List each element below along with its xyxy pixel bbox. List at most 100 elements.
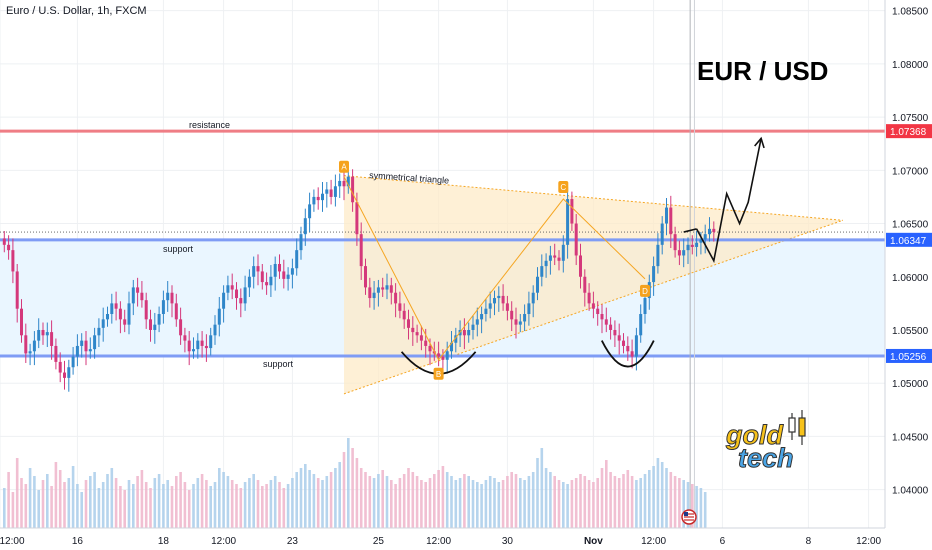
volume-bar bbox=[605, 460, 608, 528]
candle-body bbox=[527, 303, 531, 315]
volume-bar bbox=[437, 470, 440, 528]
candle-body bbox=[708, 228, 711, 235]
time-tick-label: 12:00 bbox=[211, 536, 236, 547]
flag-icon bbox=[681, 509, 697, 525]
candle-body bbox=[462, 329, 466, 336]
candle-body bbox=[239, 298, 243, 304]
resistance-text: resistance bbox=[189, 120, 230, 130]
volume-bar bbox=[531, 472, 535, 528]
candle-body bbox=[75, 345, 79, 357]
volume-bar bbox=[364, 472, 367, 528]
candle-body bbox=[690, 244, 694, 247]
volume-bar bbox=[450, 476, 453, 528]
candle-body bbox=[153, 324, 157, 330]
volume-bar bbox=[544, 468, 548, 528]
volume-bar bbox=[622, 474, 625, 528]
volume-bar bbox=[643, 474, 647, 528]
projection-path bbox=[683, 136, 765, 264]
candle-body bbox=[407, 319, 410, 328]
volume-bar bbox=[3, 488, 6, 528]
volume-bar bbox=[278, 482, 281, 528]
volume-bar bbox=[673, 476, 677, 528]
candle-body bbox=[364, 266, 367, 288]
volume-bar bbox=[420, 480, 423, 528]
candle-body bbox=[144, 300, 148, 320]
volume-bar bbox=[381, 470, 384, 528]
candle-body bbox=[303, 218, 307, 235]
candle-body bbox=[454, 335, 458, 343]
price-levels: 1.07368 1.06347 1.05256 bbox=[0, 0, 932, 528]
candle-body bbox=[299, 234, 303, 251]
volume-bar bbox=[398, 478, 402, 528]
candle-body bbox=[415, 332, 419, 336]
candle-body bbox=[20, 308, 23, 336]
candle-body bbox=[570, 199, 574, 224]
projection-arrowhead bbox=[754, 136, 765, 149]
candle-body bbox=[97, 327, 101, 336]
candle-body bbox=[157, 314, 161, 325]
candle-body bbox=[24, 335, 28, 354]
candle-body bbox=[209, 335, 213, 349]
candle-body bbox=[346, 176, 350, 187]
volume-bar bbox=[669, 472, 673, 528]
volume-bar bbox=[265, 484, 268, 528]
point-marker-B bbox=[433, 367, 444, 380]
volume-bar bbox=[15, 458, 19, 528]
volume-bar bbox=[308, 470, 311, 528]
volume-bar bbox=[33, 476, 36, 528]
triangle-upper-edge bbox=[343, 175, 843, 221]
candle-body bbox=[497, 295, 501, 299]
volume-bar bbox=[678, 478, 681, 528]
candle-body bbox=[118, 308, 122, 320]
volume-bar bbox=[304, 464, 307, 528]
candle-body bbox=[394, 292, 398, 304]
volume-bar bbox=[149, 488, 152, 528]
candle-body bbox=[316, 196, 320, 201]
price-axis[interactable]: 1.08500 1.08000 1.07500 1.07000 1.06500 1.060… bbox=[884, 0, 929, 528]
candle-body bbox=[634, 335, 638, 357]
volume-bar bbox=[226, 476, 230, 528]
volume-bar bbox=[501, 480, 505, 528]
volume-bar bbox=[140, 470, 144, 528]
volume-bar bbox=[570, 480, 574, 528]
volume-bar bbox=[101, 482, 105, 528]
volume-bar bbox=[441, 466, 445, 528]
candle-body bbox=[626, 345, 630, 352]
volume-bar bbox=[579, 474, 582, 528]
volume-bar bbox=[390, 480, 393, 528]
projection-line bbox=[695, 138, 762, 264]
volume-bar bbox=[153, 478, 157, 528]
candle-body bbox=[192, 349, 195, 352]
time-tick-label: 12:00 bbox=[0, 536, 25, 547]
volume-bar bbox=[635, 480, 638, 528]
price-tick-label: 1.07000 bbox=[892, 166, 929, 177]
volume-bar bbox=[325, 476, 329, 528]
candle-body bbox=[419, 335, 423, 341]
volume-bar bbox=[660, 462, 664, 528]
candle-body bbox=[376, 287, 380, 293]
candle-body bbox=[222, 292, 226, 309]
volume-bar bbox=[359, 468, 363, 528]
candle-body bbox=[88, 349, 92, 352]
candle-body bbox=[613, 329, 617, 336]
point-marker-C bbox=[558, 181, 569, 194]
time-tick-label: 25 bbox=[373, 536, 385, 547]
volume-bar bbox=[97, 488, 101, 528]
candle-body bbox=[643, 298, 647, 315]
time-axis[interactable]: 12:00 16 18 12:00 23 25 12:00 30 Nov 12:00 6 8 12:00 bbox=[0, 527, 885, 547]
candle-body bbox=[131, 287, 135, 304]
time-tick-label: 23 bbox=[287, 536, 299, 547]
volume-bar bbox=[136, 476, 139, 528]
candle-body bbox=[510, 310, 514, 320]
candle-body bbox=[471, 324, 475, 330]
volume-bar bbox=[342, 452, 346, 528]
volume-bar bbox=[67, 478, 71, 528]
candle-body bbox=[183, 335, 187, 341]
volume-bar bbox=[248, 478, 251, 528]
candle-body bbox=[308, 204, 312, 219]
volume-bar bbox=[114, 478, 118, 528]
point-label-B: B bbox=[436, 370, 441, 379]
volume-bar bbox=[415, 476, 419, 528]
volume-bar bbox=[80, 492, 83, 528]
